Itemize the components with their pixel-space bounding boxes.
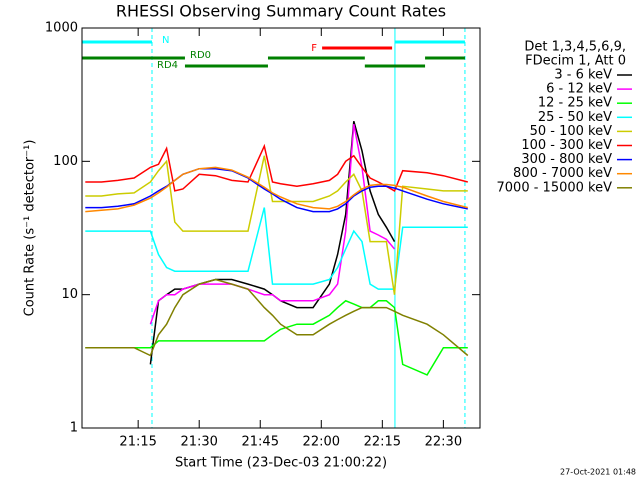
series-line — [149, 124, 396, 325]
x-tick-label: 21:45 — [242, 435, 279, 450]
x-tick-label: 22:00 — [303, 435, 340, 450]
legend-label: 25 - 50 keV — [538, 110, 612, 125]
y-tick-label: 1000 — [45, 21, 78, 36]
x-tick-label: 22:30 — [425, 435, 462, 450]
legend-label: 800 - 7000 keV — [513, 166, 612, 181]
legend-label: 7000 - 15000 keV — [497, 180, 613, 195]
legend-header: Det 1,3,4,5,6,9, — [524, 40, 626, 55]
y-tick-label: 100 — [53, 154, 78, 169]
plot-frame — [81, 27, 481, 429]
series-line — [85, 207, 468, 290]
series-line — [85, 166, 468, 213]
flag-label: N — [162, 35, 169, 46]
legend-header: FDecim 1, Att 0 — [525, 54, 626, 69]
x-tick-label: 21:30 — [180, 435, 217, 450]
y-tick-label: 10 — [61, 287, 78, 302]
x-tick-label: 22:15 — [364, 435, 401, 450]
flag-label: RD0 — [190, 50, 211, 61]
y-tick-label: 1 — [70, 421, 78, 436]
series-line — [85, 299, 468, 376]
legend-label: 300 - 800 keV — [521, 152, 612, 167]
series-line — [85, 167, 468, 213]
legend-label: 50 - 100 keV — [530, 124, 613, 139]
x-tick-label: 21:15 — [119, 435, 156, 450]
flag-label: F — [311, 43, 317, 54]
legend-label: 6 - 12 keV — [546, 82, 612, 97]
chart-title: RHESSI Observing Summary Count Rates — [116, 2, 446, 21]
series-line — [85, 155, 468, 295]
legend-label: 3 - 6 keV — [554, 68, 612, 83]
x-axis-label: Start Time (23-Dec-03 21:00:22) — [175, 456, 387, 471]
flag-label: RD4 — [157, 60, 178, 71]
y-axis-label: Count Rate (s⁻¹ detector⁻¹) — [23, 140, 38, 317]
legend-label: 12 - 25 keV — [538, 96, 612, 111]
series-line — [85, 278, 469, 357]
footer: 27-Oct-2021 01:48 — [560, 468, 636, 477]
legend-label: 100 - 300 keV — [521, 138, 612, 153]
